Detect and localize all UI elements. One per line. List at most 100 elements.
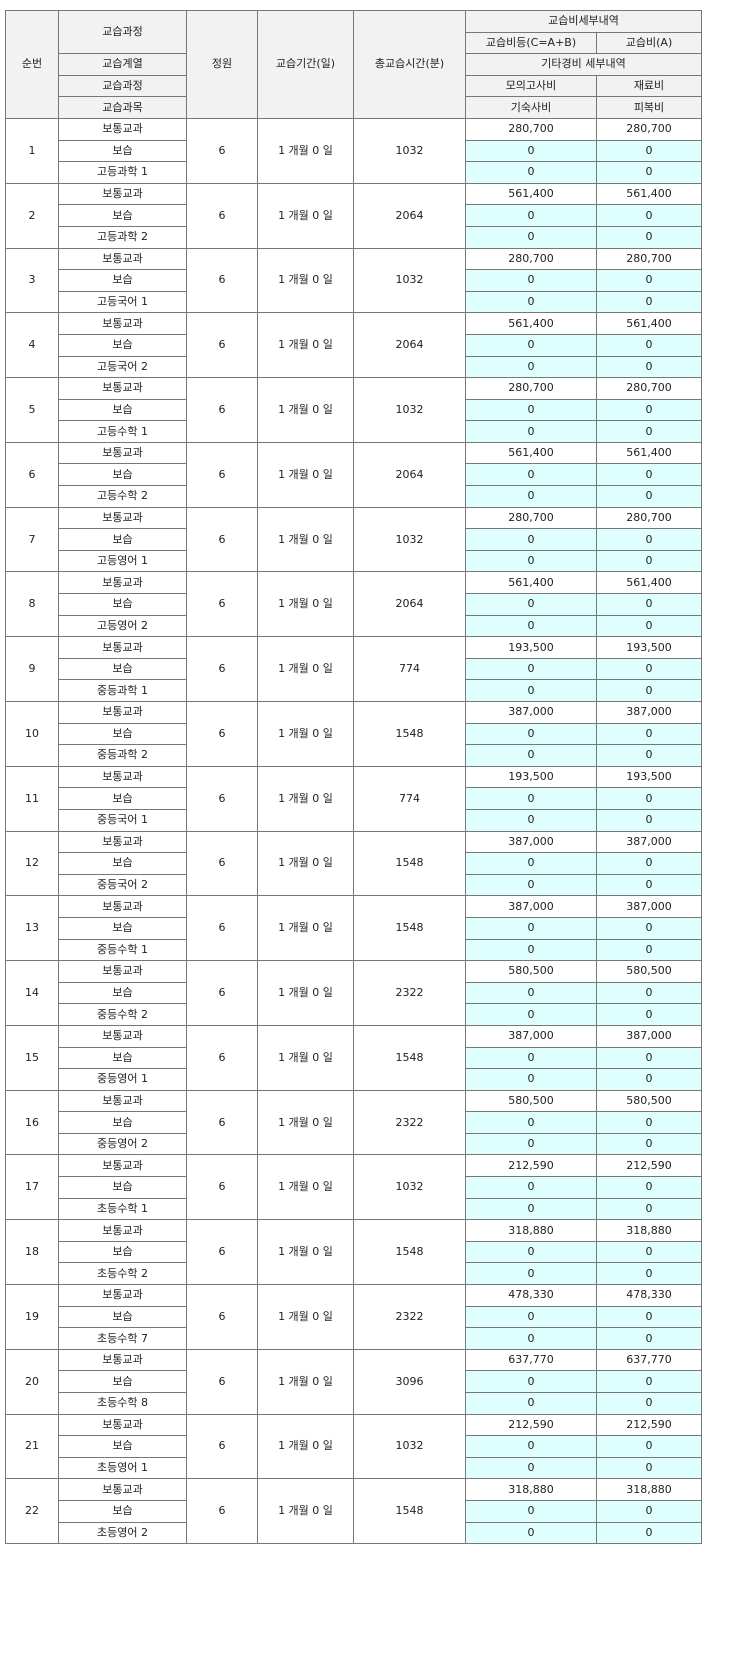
cell-seq: 7 — [5, 506, 59, 573]
table-row: 7 보통교과 6 1 개월 0 일 1032 280,700 280,700 — [5, 506, 702, 573]
cell-fee-a: 193,500 — [596, 765, 702, 789]
cell-material: 0 — [596, 333, 702, 357]
cell-subject: 초등수학 1 — [58, 1197, 187, 1221]
cell-material: 0 — [596, 1435, 702, 1458]
cell-period: 1 개월 0 일 — [257, 377, 354, 443]
cell-fee-a: 387,000 — [596, 701, 702, 724]
cell-minutes: 2064 — [353, 571, 466, 638]
table-row: 17 보통교과 6 1 개월 0 일 1032 212,590 212,590 — [5, 1154, 702, 1221]
cell-capacity: 6 — [186, 247, 258, 314]
cell-mock-exam: 0 — [465, 139, 597, 163]
header-uniform: 피복비 — [596, 96, 702, 119]
cell-minutes: 1548 — [353, 1478, 466, 1545]
cell-subject: 고등영어 1 — [58, 549, 187, 573]
cell-period: 1 개월 0 일 — [257, 1413, 354, 1480]
cell-series: 보통교과 — [58, 312, 187, 335]
cell-course: 보습 — [58, 269, 187, 292]
cell-seq: 19 — [5, 1284, 59, 1350]
cell-seq: 9 — [5, 636, 59, 702]
cell-period: 1 개월 0 일 — [257, 636, 354, 702]
table-row: 1 보통교과 6 1 개월 0 일 1032 280,700 280,700 — [5, 117, 702, 184]
cell-dorm: 0 — [465, 679, 597, 702]
cell-uniform: 0 — [596, 1132, 702, 1156]
cell-fee-total: 561,400 — [465, 182, 597, 206]
table-row: 8 보통교과 6 1 개월 0 일 2064 561,400 561,400 — [5, 571, 702, 638]
cell-mock-exam: 0 — [465, 1046, 597, 1070]
cell-mock-exam: 0 — [465, 787, 597, 810]
cell-minutes: 1548 — [353, 1219, 466, 1286]
cell-mock-exam: 0 — [465, 1435, 597, 1458]
cell-period: 1 개월 0 일 — [257, 1478, 354, 1545]
cell-course: 보습 — [58, 1046, 187, 1070]
cell-subject: 고등국어 2 — [58, 355, 187, 379]
cell-course: 보습 — [58, 528, 187, 551]
cell-mock-exam: 0 — [465, 333, 597, 357]
cell-seq: 14 — [5, 960, 59, 1026]
header-course2: 교습과정 — [58, 74, 187, 98]
header-course: 교습과정 — [58, 9, 187, 55]
cell-uniform: 0 — [596, 1521, 702, 1545]
cell-fee-total: 318,880 — [465, 1478, 597, 1501]
table-row: 보습 0 0 — [6, 1240, 702, 1264]
cell-fee-a: 212,590 — [596, 1154, 702, 1178]
cell-minutes: 2322 — [353, 1284, 466, 1350]
cell-fee-a: 280,700 — [596, 377, 702, 400]
cell-material: 0 — [596, 139, 702, 163]
table-row: 20 보통교과 6 1 개월 0 일 3096 637,770 637,770 — [5, 1348, 702, 1415]
cell-period: 1 개월 0 일 — [257, 830, 354, 897]
cell-capacity: 6 — [186, 377, 258, 443]
cell-subject: 고등과학 1 — [58, 161, 187, 184]
cell-period: 1 개월 0 일 — [257, 1089, 354, 1156]
cell-fee-total: 193,500 — [465, 636, 597, 659]
cell-period: 1 개월 0 일 — [257, 701, 354, 767]
cell-seq: 22 — [5, 1478, 59, 1545]
cell-course: 보습 — [58, 1435, 187, 1458]
cell-fee-total: 280,700 — [465, 377, 597, 400]
cell-period: 1 개월 0 일 — [257, 1154, 354, 1221]
cell-fee-a: 561,400 — [596, 182, 702, 206]
cell-course: 보습 — [58, 1370, 187, 1393]
table-row: 15 보통교과 6 1 개월 0 일 1548 387,000 387,000 — [5, 1024, 702, 1091]
table-row: 보습 0 0 — [6, 204, 702, 227]
table-row: 보습 0 0 — [6, 1111, 702, 1134]
cell-fee-total: 212,590 — [465, 1154, 597, 1178]
cell-seq: 8 — [5, 571, 59, 638]
cell-fee-total: 561,400 — [465, 571, 597, 595]
cell-course: 보습 — [58, 1240, 187, 1264]
cell-fee-total: 637,770 — [465, 1348, 597, 1372]
cell-period: 1 개월 0 일 — [257, 765, 354, 832]
cell-fee-a: 212,590 — [596, 1413, 702, 1437]
cell-capacity: 6 — [186, 765, 258, 832]
cell-fee-total: 280,700 — [465, 117, 597, 141]
cell-uniform: 0 — [596, 938, 702, 962]
cell-seq: 11 — [5, 765, 59, 832]
cell-fee-a: 318,880 — [596, 1478, 702, 1501]
cell-uniform: 0 — [596, 1262, 702, 1286]
cell-period: 1 개월 0 일 — [257, 960, 354, 1026]
cell-mock-exam: 0 — [465, 1370, 597, 1393]
cell-course: 보습 — [58, 1176, 187, 1199]
header-dorm: 기숙사비 — [465, 96, 597, 119]
cell-subject: 중등국어 1 — [58, 808, 187, 832]
cell-series: 보통교과 — [58, 1478, 187, 1501]
cell-fee-a: 561,400 — [596, 441, 702, 465]
cell-mock-exam: 0 — [465, 398, 597, 422]
cell-capacity: 6 — [186, 312, 258, 379]
cell-course: 보습 — [58, 1111, 187, 1134]
cell-period: 1 개월 0 일 — [257, 117, 354, 184]
cell-uniform: 0 — [596, 290, 702, 314]
table-row: 보습 0 0 — [6, 463, 702, 487]
cell-minutes: 774 — [353, 636, 466, 702]
cell-minutes: 1032 — [353, 1154, 466, 1221]
cell-uniform: 0 — [596, 679, 702, 702]
cell-series: 보통교과 — [58, 1284, 187, 1307]
cell-period: 1 개월 0 일 — [257, 182, 354, 249]
